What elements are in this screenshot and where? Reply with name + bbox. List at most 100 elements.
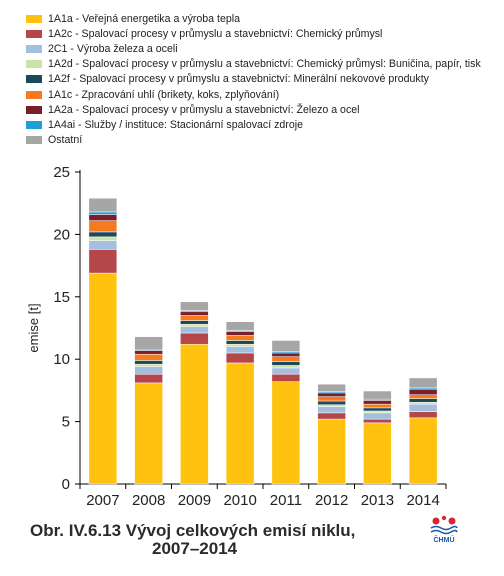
x-tick-label: 2014 — [406, 492, 439, 509]
bar-segment — [317, 392, 346, 397]
legend-swatch — [26, 120, 42, 129]
chart-legend: 1A1a - Veřejná energetika a výroba tepla… — [26, 11, 481, 148]
bar-segment — [363, 422, 392, 485]
bar-segment — [408, 377, 438, 389]
bar-segment — [180, 320, 209, 325]
legend-swatch — [26, 60, 42, 69]
chmu-logo: ČHMÚ — [428, 512, 460, 548]
legend-item: 1A2a - Spalovací procesy v průmyslu a st… — [26, 102, 481, 117]
bar-segment — [271, 365, 301, 369]
legend-item: 1A1c - Zpracování uhlí (brikety, koks, z… — [26, 87, 481, 102]
caption-line-1: Obr. IV.6.13 Vývoj celkových emisí niklu… — [30, 521, 356, 540]
legend-label: 1A1a - Veřejná energetika a výroba tepla — [48, 12, 240, 25]
bar-segment — [317, 383, 346, 392]
y-tick-label: 25 — [53, 164, 70, 181]
bar-segment — [225, 335, 255, 341]
legend-item: 1A1a - Veřejná energetika a výroba tepla — [26, 11, 481, 26]
bar-segment — [363, 403, 392, 409]
y-tick-label: 5 — [62, 414, 70, 431]
y-axis-title: emise [t] — [26, 303, 41, 352]
bar-segment — [363, 390, 392, 400]
y-tick-label: 0 — [62, 476, 70, 493]
legend-swatch — [26, 14, 42, 23]
bar-segment — [408, 388, 438, 396]
bar-segment — [134, 353, 163, 361]
x-tick-label: 2009 — [178, 492, 211, 509]
legend-label: 1A4ai - Služby / instituce: Stacionární … — [48, 118, 303, 131]
bar-segment — [225, 362, 255, 485]
bar-segment — [363, 400, 392, 405]
bar-segment — [408, 411, 438, 419]
bar-segment — [134, 373, 163, 384]
bar-segment — [134, 350, 163, 355]
bar-segment — [180, 301, 209, 311]
x-tick-label: 2007 — [86, 492, 119, 509]
legend-swatch — [26, 90, 42, 99]
bar-segment — [271, 356, 301, 362]
legend-item: Ostatní — [26, 133, 481, 148]
bar-segment — [134, 382, 163, 485]
legend-item: 1A2d - Spalovací procesy v průmyslu a st… — [26, 57, 481, 72]
bar-segment — [317, 418, 346, 485]
bar-segment — [363, 407, 392, 412]
bar-segment — [225, 346, 255, 354]
bar-segment — [271, 340, 301, 352]
y-tick-label: 10 — [53, 351, 70, 368]
bar-segment — [271, 352, 301, 357]
legend-label: 1A2c - Spalovací procesy v průmyslu a st… — [48, 27, 383, 40]
legend-item: 1A2f - Spalovací procesy v průmyslu a st… — [26, 72, 481, 87]
x-tick-label: 2008 — [132, 492, 165, 509]
bar-segment — [180, 326, 209, 334]
bar-segment — [317, 412, 346, 420]
bar-segment — [88, 236, 118, 241]
legend-label: 1A1c - Zpracování uhlí (brikety, koks, z… — [48, 88, 280, 101]
bar-segment — [134, 360, 163, 365]
caption-line-2: 2007–2014 — [152, 539, 238, 558]
bar-segment — [134, 366, 163, 375]
x-tick-label: 2013 — [361, 492, 394, 509]
figure-caption: Obr. IV.6.13 Vývoj celkových emisí niklu… — [30, 522, 355, 558]
bar-segment — [271, 367, 301, 375]
bar-segment — [88, 240, 118, 250]
bar-segment — [408, 403, 438, 412]
legend-swatch — [26, 136, 42, 145]
bar-segment — [363, 418, 392, 424]
legend-swatch — [26, 29, 42, 38]
x-tick-label: 2012 — [315, 492, 348, 509]
bar-segment — [180, 311, 209, 316]
bar-segment — [317, 404, 346, 407]
y-tick-label: 20 — [53, 226, 70, 243]
bar-segment — [271, 381, 301, 485]
bar-segment — [408, 417, 438, 485]
bar-segment — [317, 396, 346, 402]
legend-label: 1A2a - Spalovací procesy v průmyslu a st… — [48, 103, 360, 116]
legend-swatch — [26, 75, 42, 84]
bar-segment — [408, 394, 438, 399]
bar-segment — [225, 321, 255, 331]
bar-segment — [180, 315, 209, 321]
legend-item: 2C1 - Výroba železa a oceli — [26, 41, 481, 56]
bar-segment — [225, 340, 255, 345]
legend-label: Ostatní — [48, 134, 83, 147]
bar-segment — [363, 412, 392, 420]
bar-segment — [88, 272, 118, 485]
bar-segment — [134, 336, 163, 350]
x-tick-label: 2011 — [270, 492, 302, 509]
bar-segment — [225, 331, 255, 336]
bar-segment — [88, 220, 118, 233]
bar-segment — [317, 406, 346, 414]
bar-segment — [408, 402, 438, 405]
legend-swatch — [26, 44, 42, 53]
chmu-logo-mark — [430, 515, 458, 535]
y-tick-label: 15 — [53, 289, 70, 306]
bar-segment — [271, 373, 301, 382]
x-tick-label: 2010 — [223, 492, 256, 509]
bar-segment — [88, 231, 118, 238]
bar-segment — [225, 352, 255, 364]
bar-segment — [134, 363, 163, 367]
stacked-bar-chart: 0 5 10 15 20 25 emise [t] 2007 2008 2009 2010 2011 2… — [26, 164, 447, 509]
legend-label: 2C1 - Výroba železa a oceli — [48, 42, 178, 55]
bar-segment — [180, 324, 209, 328]
bar-segment — [363, 410, 392, 414]
legend-item: 1A4ai - Služby / instituce: Stacionární … — [26, 117, 481, 132]
